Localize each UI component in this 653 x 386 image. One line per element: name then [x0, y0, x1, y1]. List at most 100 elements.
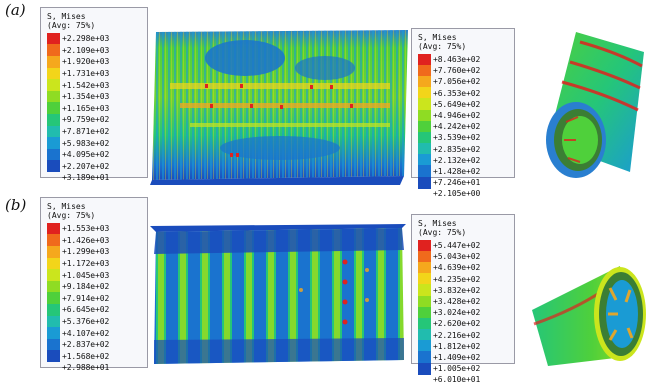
legend-swatch [47, 257, 60, 270]
legend-row: +7.246e+01 [418, 176, 509, 189]
legend-swatch [47, 172, 60, 184]
legend-value: +7.760e+02 [433, 66, 481, 76]
legend-row: +2.298e+03 [47, 32, 142, 45]
legend-value: +1.172e+03 [62, 259, 110, 269]
legend-value: +1.920e+03 [62, 57, 110, 67]
legend-value: +9.759e+02 [62, 115, 110, 125]
legend-row: +1.005e+02 [418, 362, 509, 375]
legend-value: +3.539e+02 [433, 133, 481, 143]
legend-row: +1.553e+03 [47, 222, 142, 235]
legend-title: S, Mises [47, 202, 86, 211]
legend-row: +5.447e+02 [418, 239, 509, 252]
legend-value: +9.184e+02 [62, 282, 110, 292]
legend-value: +5.649e+02 [433, 99, 481, 109]
legend-value: +5.983e+02 [62, 138, 110, 148]
legend-row: +6.353e+02 [418, 87, 509, 100]
panel-label-a: (a) [5, 1, 26, 19]
legend-row: +3.428e+02 [418, 295, 509, 308]
legend-swatch [418, 53, 431, 66]
legend-value: +2.835e+02 [433, 144, 481, 154]
legend-swatch [47, 148, 60, 161]
legend-value: +2.988e+01 [62, 363, 110, 373]
legend-value: +2.298e+03 [62, 34, 110, 44]
legend-rows: +5.447e+02 +5.043e+02 +4.639e+02 +4.235e+02… [418, 239, 509, 385]
legend-value: +5.376e+02 [62, 317, 110, 327]
legend-row: +7.871e+02 [47, 125, 142, 138]
stress-legend-b-tube: S, Mises (Avg: 75%) +5.447e+02 +5.043e+02… [411, 214, 515, 384]
legend-row: +9.759e+02 [47, 113, 142, 126]
legend-value: +4.095e+02 [62, 150, 110, 160]
legend-value: +3.024e+02 [433, 308, 481, 318]
legend-row: +9.184e+02 [47, 280, 142, 293]
legend-swatch [418, 188, 431, 200]
legend-swatch [418, 64, 431, 77]
legend-swatch [47, 79, 60, 92]
legend-row: +2.105e+00 [418, 188, 509, 199]
legend-swatch [47, 90, 60, 103]
legend-row: +2.132e+02 [418, 154, 509, 167]
legend-swatch [418, 351, 431, 364]
legend-row: +2.109e+03 [47, 44, 142, 57]
stress-legend-a-tube: S, Mises (Avg: 75%) +8.463e+02 +7.760e+02… [411, 28, 515, 198]
legend-value: +7.914e+02 [62, 293, 110, 303]
legend-row: +6.645e+02 [47, 303, 142, 316]
legend-value: +2.132e+02 [433, 155, 481, 165]
legend-row: +1.299e+03 [47, 245, 142, 258]
legend-swatch [418, 317, 431, 330]
legend-row: +1.920e+03 [47, 55, 142, 68]
legend-row: +1.542e+03 [47, 79, 142, 92]
legend-row: +5.043e+02 [418, 250, 509, 263]
legend-row: +5.376e+02 [47, 315, 142, 328]
legend-subtitle: (Avg: 75%) [418, 228, 467, 237]
legend-swatch [418, 284, 431, 297]
legend-swatch [47, 362, 60, 374]
legend-swatch [418, 295, 431, 308]
legend-value: +1.553e+03 [62, 224, 110, 234]
legend-title: S, Mises [418, 219, 457, 228]
legend-row: +6.010e+01 [418, 374, 509, 385]
legend-swatch [47, 44, 60, 57]
legend-swatch [418, 120, 431, 133]
legend-row: +2.837e+02 [47, 338, 142, 351]
legend-value: +1.568e+02 [62, 351, 110, 361]
legend-subtitle: (Avg: 75%) [47, 211, 96, 220]
legend-value: +4.235e+02 [433, 274, 481, 284]
legend-value: +3.189e+01 [62, 173, 110, 183]
legend-row: +4.242e+02 [418, 120, 509, 133]
legend-value: +6.645e+02 [62, 305, 110, 315]
legend-value: +2.216e+02 [433, 330, 481, 340]
legend-row: +3.024e+02 [418, 306, 509, 319]
legend-swatch [418, 273, 431, 286]
legend-swatch [418, 75, 431, 88]
legend-value: +5.447e+02 [433, 241, 481, 251]
legend-swatch [47, 338, 60, 351]
legend-value: +5.043e+02 [433, 252, 481, 262]
legend-subtitle: (Avg: 75%) [47, 21, 96, 30]
legend-swatch [418, 374, 431, 386]
legend-row: +7.914e+02 [47, 292, 142, 305]
legend-rows: +8.463e+02 +7.760e+02 +7.056e+02 +6.353e+02… [418, 53, 509, 199]
legend-row: +1.045e+03 [47, 269, 142, 282]
legend-value: +1.409e+02 [433, 352, 481, 362]
legend-rows: +1.553e+03 +1.426e+03 +1.299e+03 +1.172e+03… [47, 222, 142, 374]
legend-row: +4.639e+02 [418, 261, 509, 274]
legend-swatch [418, 109, 431, 122]
legend-value: +1.045e+03 [62, 270, 110, 280]
stress-contour-tube-b [532, 266, 646, 366]
legend-value: +1.426e+03 [62, 235, 110, 245]
legend-swatch [418, 143, 431, 156]
legend-swatch [418, 131, 431, 144]
legend-swatch [47, 113, 60, 126]
legend-row: +4.946e+02 [418, 109, 509, 122]
legend-swatch [47, 269, 60, 282]
legend-swatch [47, 350, 60, 363]
legend-row: +3.189e+01 [47, 172, 142, 184]
legend-value: +1.428e+02 [433, 166, 481, 176]
legend-swatch [418, 261, 431, 274]
legend-row: +1.812e+02 [418, 340, 509, 353]
legend-row: +7.056e+02 [418, 75, 509, 88]
legend-row: +7.760e+02 [418, 64, 509, 77]
legend-row: +1.426e+03 [47, 234, 142, 247]
legend-value: +1.299e+03 [62, 247, 110, 257]
legend-row: +5.649e+02 [418, 98, 509, 111]
